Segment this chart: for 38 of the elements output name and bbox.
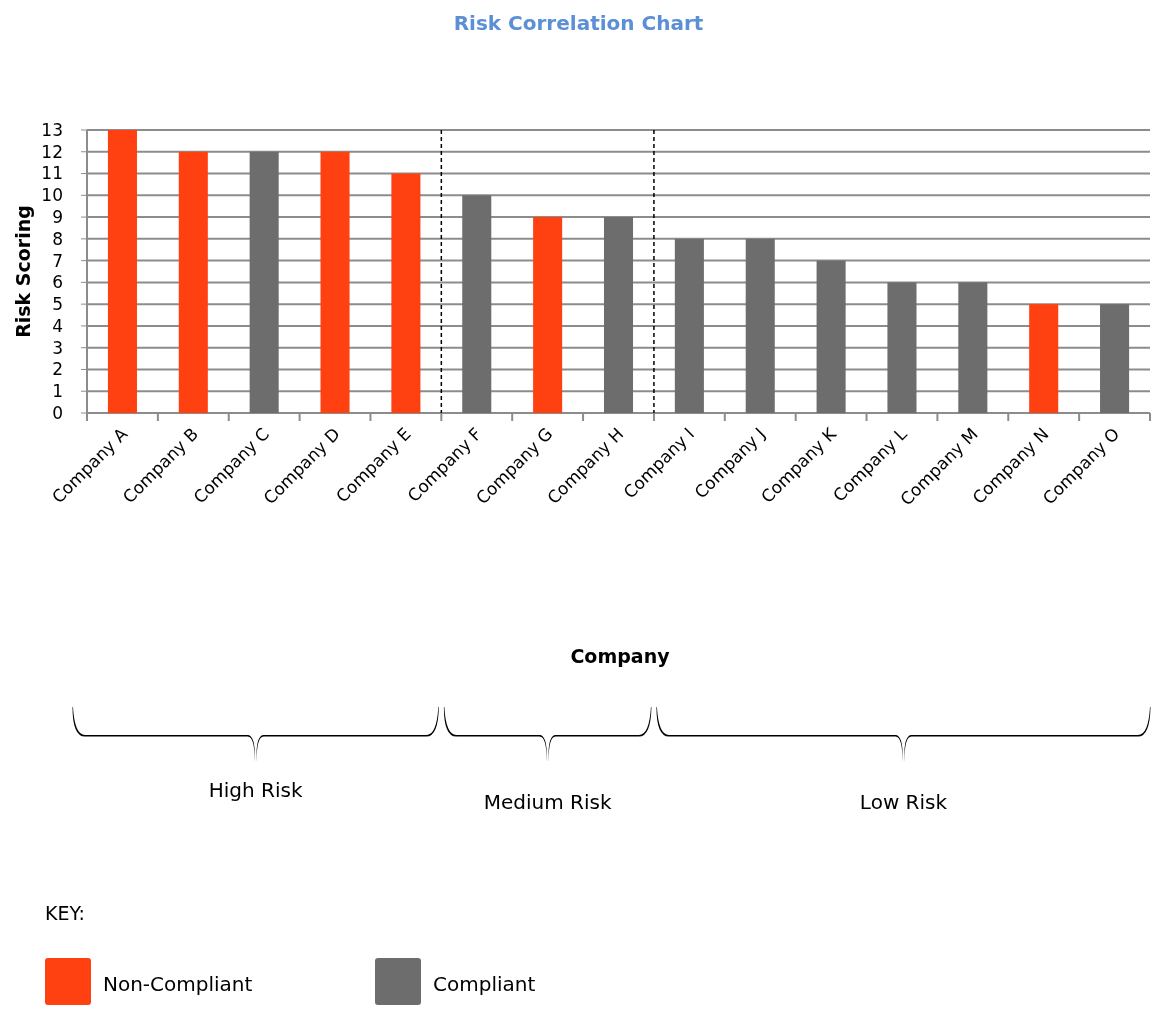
- bar: [745, 238, 775, 413]
- bar: [533, 217, 563, 413]
- y-tick-label: 8: [52, 228, 63, 249]
- y-axis-title: Risk Scoring: [12, 205, 34, 338]
- bar: [320, 151, 350, 413]
- legend-label: Non-Compliant: [103, 972, 253, 996]
- y-tick-label: 0: [52, 402, 63, 423]
- text: Low Risk: [859, 790, 948, 814]
- legend-title: KEY:: [45, 902, 85, 924]
- y-tick-label: 1: [52, 381, 63, 402]
- y-tick-label: 4: [52, 315, 63, 336]
- bar: [462, 195, 492, 413]
- legend-label: Compliant: [433, 972, 536, 996]
- bar: [816, 260, 846, 413]
- y-tick-label: 7: [52, 250, 63, 271]
- y-tick-label: 3: [52, 337, 63, 358]
- bar: [178, 151, 208, 413]
- y-tick-label: 13: [41, 119, 63, 140]
- text: High Risk: [208, 778, 303, 802]
- y-tick-label: 11: [41, 163, 63, 184]
- text: Company: [570, 645, 671, 667]
- bar: [249, 151, 279, 413]
- y-tick-label: 2: [52, 359, 63, 380]
- bar: [958, 282, 988, 413]
- bar: [391, 173, 421, 413]
- y-tick-label: 6: [52, 272, 63, 293]
- bar: [1100, 304, 1130, 413]
- bar: [603, 217, 634, 413]
- text: Medium Risk: [483, 790, 612, 814]
- y-tick-label: 12: [41, 141, 63, 162]
- bar: [674, 238, 704, 413]
- bar: [1029, 304, 1059, 413]
- y-tick-label: 10: [41, 185, 63, 206]
- y-tick-label: 5: [52, 294, 63, 315]
- bar: [887, 282, 917, 413]
- bar: [107, 130, 137, 413]
- chart-title: Risk Correlation Chart: [453, 11, 704, 35]
- y-tick-label: 9: [52, 207, 63, 228]
